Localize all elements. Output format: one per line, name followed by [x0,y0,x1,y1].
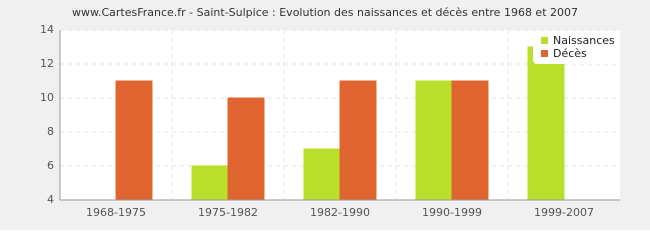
y-tick-label: 14 [40,23,54,36]
x-tick-label: 1982-1990 [310,206,370,219]
legend-label: Décès [553,47,587,60]
bar [415,80,453,201]
y-tick-label: 6 [47,159,54,172]
chart-title: www.CartesFrance.fr - Saint-Sulpice : Ev… [72,6,578,19]
bar [115,80,153,201]
bar [527,46,565,201]
x-tick-label: 1975-1982 [198,206,258,219]
legend-label: Naissances [553,34,615,47]
chart: www.CartesFrance.fr - Saint-Sulpice : Ev… [0,0,650,230]
y-tick-label: 8 [47,125,54,138]
legend-box [533,32,617,64]
bar [191,165,229,201]
y-tick-label: 4 [47,193,54,206]
bar [339,80,377,201]
x-tick-label: 1999-2007 [534,206,594,219]
bar [227,97,265,201]
y-tick-label: 12 [40,57,54,70]
x-tick-label: 1990-1999 [422,206,482,219]
bar [303,148,341,201]
y-tick-label: 10 [40,91,54,104]
bar [451,80,489,201]
legend-swatch [541,37,548,44]
legend-swatch [541,50,548,57]
x-tick-label: 1968-1975 [86,206,146,219]
